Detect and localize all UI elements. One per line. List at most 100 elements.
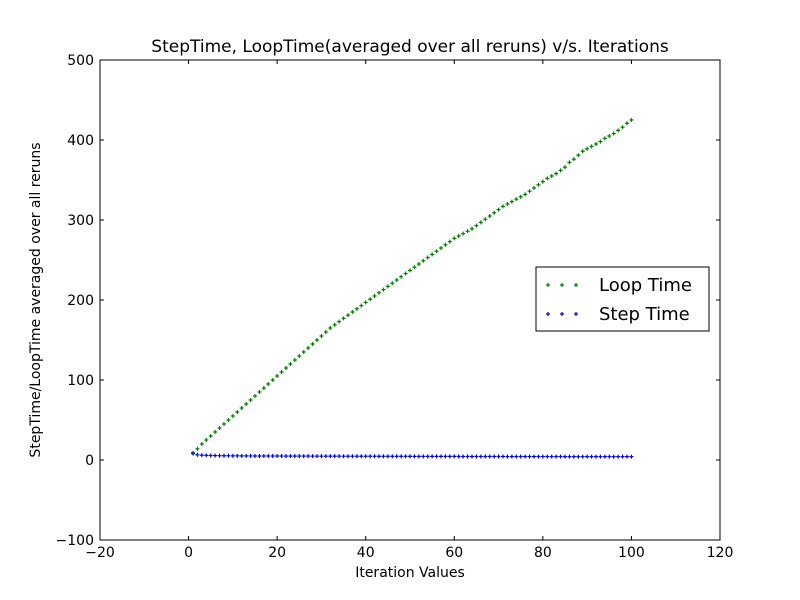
step-time-point: [465, 454, 470, 459]
step-time-point: [585, 454, 590, 459]
step-time-point: [208, 453, 213, 458]
step-time-point: [629, 454, 634, 459]
step-time-point: [487, 454, 492, 459]
step-time-point: [275, 454, 280, 458]
legend-label-step-time: Step Time: [599, 304, 690, 325]
step-time-point: [204, 453, 209, 458]
loop-time-point: [505, 202, 510, 206]
step-time-point: [558, 454, 563, 459]
step-time-point: [328, 454, 333, 459]
step-time-point: [509, 454, 514, 459]
step-time-point: [483, 454, 488, 459]
loop-time-point: [248, 398, 253, 402]
step-time-point: [363, 454, 368, 459]
x-tick-label: 20: [268, 545, 286, 561]
step-time-point: [235, 453, 240, 458]
step-time-point: [226, 453, 231, 458]
legend-label-loop-time: Loop Time: [599, 275, 692, 296]
step-time-point: [532, 454, 536, 459]
loop-time-point: [204, 438, 209, 442]
loop-time-point: [447, 239, 452, 244]
step-time-point: [434, 454, 439, 459]
chart-title: StepTime, LoopTime(averaged over all rer…: [151, 37, 669, 57]
step-time-point: [222, 453, 226, 458]
loop-time-point: [563, 165, 567, 170]
loop-time-point: [390, 281, 395, 286]
step-time-point: [456, 454, 461, 459]
y-axis-label: StepTime/LoopTime averaged over all reru…: [28, 142, 44, 457]
loop-time-point: [443, 242, 448, 247]
loop-time-point: [403, 271, 408, 276]
step-time-point: [611, 454, 616, 459]
x-tick-label: 80: [534, 545, 552, 561]
loop-time-point: [611, 131, 616, 136]
step-time-point: [284, 454, 288, 459]
loop-time-point: [554, 171, 559, 176]
loop-time-point: [430, 252, 435, 257]
loop-time-point: [239, 406, 244, 410]
loop-time-point: [199, 442, 204, 446]
loop-time-point: [337, 319, 342, 324]
step-time-point: [337, 454, 342, 459]
step-time-point: [323, 454, 328, 459]
step-time-point: [496, 454, 501, 459]
loop-time-point: [359, 303, 364, 308]
step-time-point: [385, 454, 390, 459]
step-time-point: [549, 454, 554, 459]
step-time-point: [257, 454, 262, 458]
loop-time-point: [598, 139, 603, 144]
loop-time-point: [385, 284, 390, 289]
step-time-point: [332, 454, 337, 459]
step-time-point: [199, 453, 204, 458]
loop-time-point: [594, 142, 598, 146]
loop-time-point: [421, 258, 426, 263]
loop-time-point: [567, 160, 572, 165]
loop-time-point: [306, 346, 311, 350]
loop-time-point: [496, 207, 501, 212]
step-time-point: [341, 454, 346, 459]
y-tick-label: 300: [67, 213, 94, 229]
step-time-point: [439, 454, 443, 459]
step-time-point: [594, 454, 598, 459]
loop-time-point: [620, 125, 625, 130]
loop-time-point: [439, 246, 443, 250]
step-time-point: [412, 454, 417, 459]
y-tick-label: 0: [85, 453, 94, 469]
y-tick-label: 100: [67, 373, 94, 389]
step-time-point: [213, 453, 218, 458]
loop-time-point: [310, 342, 315, 346]
loop-time-point: [607, 134, 612, 138]
x-tick-label: −20: [85, 545, 115, 561]
loop-time-point: [350, 310, 355, 314]
step-time-point: [195, 452, 200, 457]
step-time-point: [306, 454, 311, 459]
legend-marker-loop-time: [546, 283, 550, 287]
step-time-point: [381, 454, 386, 459]
step-time-point: [310, 454, 315, 459]
loop-time-point: [536, 182, 541, 187]
step-time-point: [580, 454, 585, 459]
step-time-point: [505, 454, 510, 459]
loop-time-point: [301, 350, 306, 354]
loop-time-point: [412, 265, 417, 270]
step-time-point: [239, 453, 244, 458]
loop-time-point: [452, 236, 457, 241]
loop-time-point: [275, 374, 280, 378]
x-axis-label: Iteration Values: [355, 565, 465, 581]
step-time-point: [598, 454, 603, 459]
step-time-point: [501, 454, 505, 459]
loop-time-point: [514, 197, 519, 202]
legend-marker-step-time: [546, 312, 550, 316]
loop-time-point: [226, 418, 231, 422]
loop-time-point: [279, 370, 284, 374]
loop-time-point: [474, 223, 479, 228]
step-time-point: [625, 454, 629, 459]
loop-time-point: [208, 434, 213, 438]
step-time-point: [359, 454, 364, 459]
step-time-point: [301, 454, 306, 459]
legend-marker-loop-time: [560, 283, 564, 287]
step-time-point: [416, 454, 421, 459]
loop-time-point: [532, 186, 536, 190]
step-time-point: [492, 454, 497, 459]
step-time-point: [514, 454, 519, 459]
